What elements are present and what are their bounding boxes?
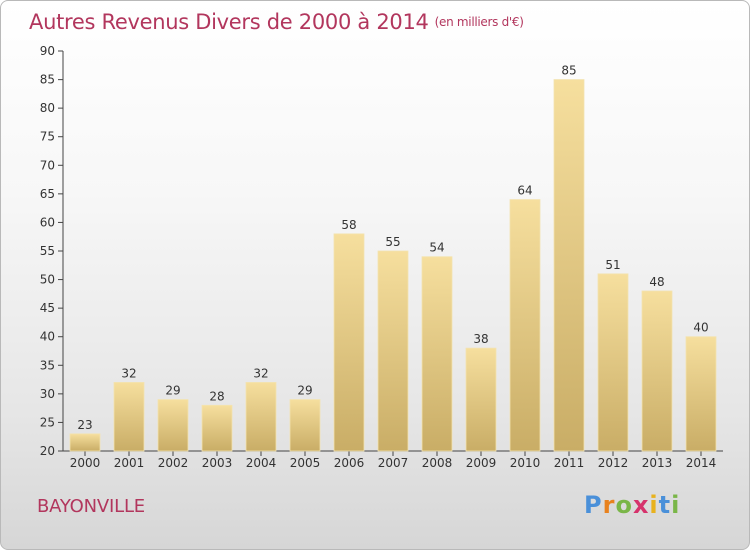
data-label: 58 — [341, 218, 356, 232]
y-tick-label: 75 — [40, 130, 55, 144]
bar-2005 — [289, 399, 321, 452]
y-tick-label: 90 — [40, 44, 55, 58]
y-tick-label: 20 — [40, 444, 55, 458]
data-label: 32 — [121, 366, 136, 380]
proxiti-logo: Proxiti — [584, 491, 680, 519]
x-tick-label: 2005 — [290, 456, 321, 470]
bar-2010 — [509, 199, 541, 452]
x-tick-label: 2011 — [554, 456, 585, 470]
bar-2013 — [641, 290, 673, 452]
bar-2006 — [333, 233, 365, 452]
x-tick-label: 2001 — [114, 456, 145, 470]
y-tick-label: 25 — [40, 415, 55, 429]
data-label: 55 — [385, 235, 400, 249]
bar-2002 — [157, 399, 189, 452]
x-tick-label: 2008 — [422, 456, 453, 470]
y-tick-label: 45 — [40, 301, 55, 315]
logo-letter: i — [649, 491, 659, 519]
logo-letter: i — [671, 491, 681, 519]
y-tick-label: 70 — [40, 158, 55, 172]
x-tick-label: 2003 — [202, 456, 233, 470]
bar-2011 — [553, 79, 585, 452]
data-label: 32 — [253, 366, 268, 380]
chart-title-text: Autres Revenus Divers de 2000 à 2014 — [29, 10, 429, 34]
y-tick-label: 30 — [40, 387, 55, 401]
x-tick-label: 2013 — [642, 456, 673, 470]
data-label: 51 — [605, 258, 620, 272]
city-name: BAYONVILLE — [37, 496, 145, 517]
data-label: 54 — [429, 241, 444, 255]
x-tick-label: 2000 — [70, 456, 101, 470]
bar-2000 — [69, 433, 101, 452]
x-tick-label: 2004 — [246, 456, 277, 470]
bar-2007 — [377, 250, 409, 452]
data-label: 85 — [561, 64, 576, 78]
bar-2009 — [465, 347, 497, 452]
data-label: 28 — [209, 389, 224, 403]
y-tick-label: 80 — [40, 101, 55, 115]
data-label: 48 — [649, 275, 664, 289]
y-tick-label: 55 — [40, 244, 55, 258]
logo-letter: P — [584, 491, 603, 519]
logo-letter: x — [632, 491, 650, 519]
chart-title: Autres Revenus Divers de 2000 à 2014 (en … — [29, 10, 524, 34]
x-tick-label: 2007 — [378, 456, 409, 470]
bar-2008 — [421, 256, 453, 452]
x-tick-label: 2012 — [598, 456, 629, 470]
y-tick-label: 65 — [40, 187, 55, 201]
y-tick-label: 50 — [40, 273, 55, 287]
data-label: 38 — [473, 332, 488, 346]
x-tick-label: 2006 — [334, 456, 365, 470]
y-tick-label: 40 — [40, 330, 55, 344]
bar-2004 — [245, 382, 277, 452]
y-tick-label: 85 — [40, 73, 55, 87]
logo-letter: t — [658, 491, 672, 519]
bar-2001 — [113, 382, 145, 452]
data-label: 64 — [517, 184, 532, 198]
chart-unit: (en milliers d'€) — [434, 15, 524, 29]
bar-2014 — [685, 336, 717, 452]
logo-letter: r — [602, 491, 616, 519]
data-label: 29 — [165, 384, 180, 398]
logo-letter: o — [615, 491, 633, 519]
bar-2003 — [201, 404, 233, 452]
bar-2012 — [597, 273, 629, 452]
x-tick-label: 2010 — [510, 456, 541, 470]
y-tick-label: 60 — [40, 215, 55, 229]
data-label: 23 — [77, 418, 92, 432]
y-tick-label: 35 — [40, 358, 55, 372]
x-tick-label: 2002 — [158, 456, 189, 470]
data-label: 29 — [297, 384, 312, 398]
x-tick-label: 2009 — [466, 456, 497, 470]
x-tick-label: 2014 — [686, 456, 717, 470]
data-label: 40 — [693, 321, 708, 335]
